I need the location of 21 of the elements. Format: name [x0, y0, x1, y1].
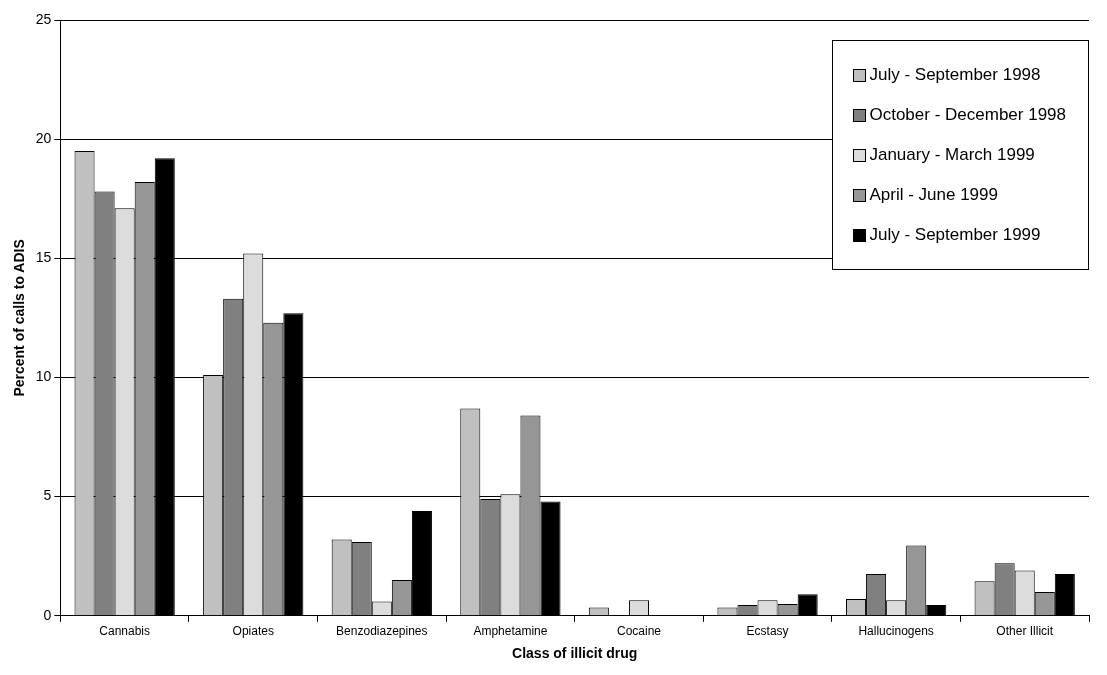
legend-label: April - June 1999 [869, 185, 998, 205]
y-tick-label: 0 [43, 606, 52, 623]
y-tick-label: 20 [35, 130, 52, 147]
x-tick-label: Cocaine [616, 624, 662, 639]
legend-label: July - September 1998 [869, 65, 1041, 85]
x-tick-label: Cannabis [99, 624, 151, 639]
legend-label: October - December 1998 [869, 105, 1066, 125]
x-tick-label: Hallucinogens [858, 624, 934, 639]
x-tick-label: Opiates [232, 624, 274, 639]
x-tick-label: Benzodiazepines [336, 624, 428, 639]
x-tick-label: Amphetamine [473, 624, 548, 639]
y-tick-label: 5 [43, 487, 52, 504]
x-axis-title: Class of illicit drug [512, 645, 638, 662]
y-tick-label: 10 [35, 368, 52, 385]
legend-label: January - March 1999 [869, 145, 1035, 165]
x-tick-label: Ecstasy [746, 624, 789, 639]
legend-label: July - September 1999 [869, 225, 1041, 245]
x-tick-label: Other Illicit [996, 624, 1054, 639]
y-axis-title: Percent of calls to ADIS [11, 239, 28, 397]
y-tick-label: 25 [35, 10, 52, 27]
y-tick-label: 15 [35, 249, 52, 266]
